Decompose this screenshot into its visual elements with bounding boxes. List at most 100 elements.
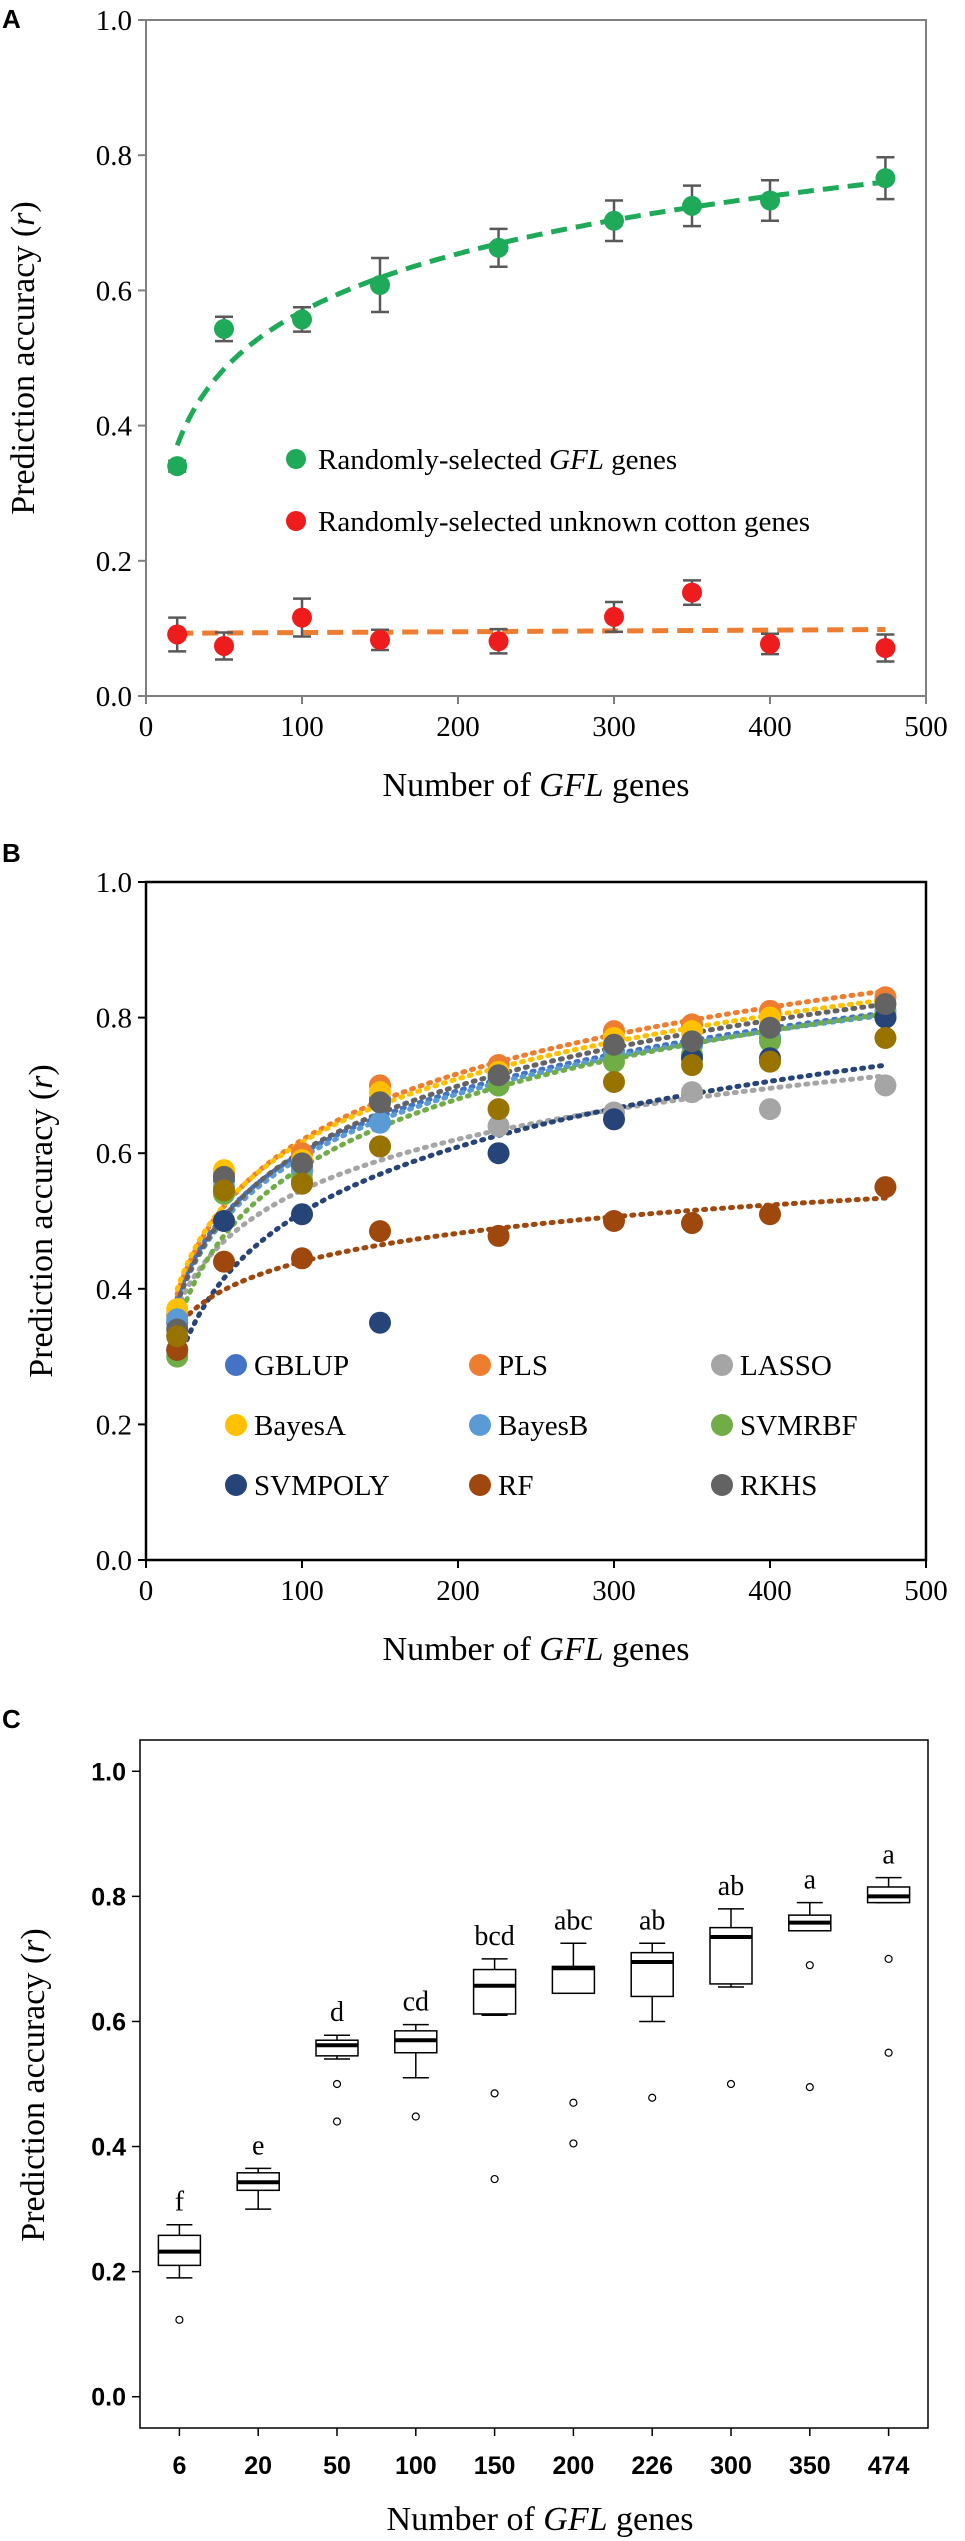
data-point-rkhs (681, 1030, 703, 1053)
legend-label-rf: RF (498, 1470, 533, 1502)
data-point-unlabeled (759, 1050, 781, 1073)
x-tick-label: 100 (280, 711, 324, 743)
significance-letter: f (175, 2187, 185, 2218)
legend-marker-bayesb (469, 1414, 491, 1436)
y-tick-label: 1.0 (96, 5, 132, 37)
panel-a-legend: Randomly-selected GFL genes Randomly-sel… (286, 444, 810, 538)
data-point-svmpoly (369, 1311, 391, 1334)
data-point (488, 631, 509, 652)
panel-a: A 0.0 0.2 0.4 0.6 0.8 1.0 0 100 200 300 400 500 Ra… (2, 4, 948, 804)
x-tick-label: 200 (436, 1575, 480, 1607)
data-point-rf (369, 1220, 391, 1243)
data-point (682, 582, 702, 603)
significance-letter: ab (639, 1905, 665, 1936)
data-point-rf (603, 1210, 625, 1232)
data-point (760, 190, 780, 211)
y-tick-label: 0.0 (96, 681, 132, 713)
significance-letter: e (252, 2130, 264, 2161)
panel-b-y-axis: 0.0 0.2 0.4 0.6 0.8 1.0 (96, 867, 146, 1577)
data-point-rf (759, 1203, 781, 1226)
data-point-lasso (759, 1098, 781, 1121)
y-tick-label: 1.0 (91, 1758, 126, 1786)
trendline-pls (174, 988, 888, 1297)
box-body (472, 1968, 517, 2015)
y-tick-label: 0.4 (91, 2134, 126, 2162)
box-outlier (569, 2098, 578, 2107)
data-point-rf (213, 1250, 235, 1273)
x-tick-label: 350 (789, 2452, 831, 2480)
data-point-lasso (681, 1081, 703, 1104)
data-point-unlabeled (166, 1325, 189, 1348)
x-tick-label: 6 (172, 2452, 186, 2480)
x-tick-label: 400 (748, 711, 792, 743)
box-outlier (490, 2174, 499, 2184)
legend-label-pls: PLS (498, 1350, 548, 1382)
data-point (682, 195, 702, 216)
box-body (315, 2039, 359, 2057)
panel-b-x-axis-title: Number of GFL genes (383, 1631, 690, 1668)
y-tick-label: 0.0 (96, 1545, 132, 1577)
legend-label-svmpoly: SVMPOLY (254, 1470, 390, 1502)
data-point-svmrbf (603, 1050, 625, 1073)
legend-marker-unknown (286, 511, 306, 531)
legend-marker-rf (469, 1474, 491, 1496)
y-tick-label: 0.2 (91, 2259, 126, 2287)
significance-letter: abc (554, 1905, 593, 1936)
legend-marker-gblup (225, 1354, 247, 1376)
data-point-unlabeled (487, 1098, 510, 1121)
data-point-svmpoly (213, 1210, 235, 1232)
box-outlier (332, 2117, 342, 2126)
x-tick-label: 500 (904, 1575, 948, 1607)
x-tick-label: 200 (436, 711, 480, 743)
box-outlier (648, 2093, 657, 2102)
panel-c-boxes: f e d cd bcd abc ab ab a a (157, 1840, 911, 2324)
panel-c-label: C (2, 1704, 21, 1734)
y-tick-label: 0.2 (96, 1409, 132, 1441)
data-point (488, 237, 509, 258)
legend-label-bayesb: BayesB (498, 1410, 588, 1442)
trendline-series-1 (174, 179, 886, 447)
trendline-lasso (174, 1073, 888, 1312)
panel-a-plot-frame (145, 19, 927, 697)
panel-a-y-axis-title: Prediction accuracy (r) (5, 201, 42, 514)
significance-letter: a (882, 1840, 895, 1871)
data-point-svmpoly (487, 1142, 510, 1165)
data-point-bayesb (369, 1111, 391, 1134)
legend-marker-svmrbf (711, 1414, 733, 1436)
data-point (370, 274, 390, 295)
data-point-unlabeled (603, 1071, 625, 1094)
legend-marker-pls (469, 1354, 491, 1376)
trendline-series-2 (177, 627, 886, 636)
data-point-lasso (487, 1115, 510, 1138)
x-tick-label: 100 (395, 2452, 437, 2480)
panel-a-trendlines (174, 179, 886, 636)
x-tick-label: 150 (474, 2452, 516, 2480)
x-tick-label: 400 (748, 1575, 792, 1607)
y-tick-label: 0.4 (96, 411, 133, 443)
data-point-svmpoly (291, 1203, 313, 1226)
legend-label-rkhs: RKHS (740, 1470, 817, 1502)
data-point-rf (487, 1224, 510, 1247)
data-point-svmpoly (603, 1108, 625, 1131)
panel-a-x-axis-title: Number of GFL genes (383, 767, 690, 804)
y-tick-label: 0.2 (96, 546, 132, 578)
box-outlier (805, 2083, 814, 2092)
legend-label-gblup: GBLUP (254, 1350, 349, 1382)
panel-c-plot-frame (139, 1739, 929, 2429)
data-point (604, 606, 624, 627)
data-point-rkhs (369, 1091, 391, 1114)
data-point-rf (874, 1176, 897, 1199)
x-tick-label: 300 (592, 1575, 636, 1607)
panel-b-y-axis-title: Prediction accuracy (r) (23, 1064, 60, 1377)
legend-marker-svmpoly (225, 1474, 247, 1496)
data-point-rf (291, 1247, 313, 1270)
y-tick-label: 0.8 (96, 1003, 132, 1035)
legend-label-bayesa: BayesA (254, 1410, 346, 1442)
panel-b-plot-frame (144, 880, 928, 1562)
x-tick-label: 0 (139, 711, 154, 743)
significance-letter: cd (403, 1987, 429, 2018)
legend-label-unknown: Randomly-selected unknown cotton genes (318, 506, 810, 538)
y-tick-label: 0.8 (96, 140, 132, 172)
panel-b-label: B (2, 838, 21, 868)
panel-a-points (167, 155, 896, 663)
